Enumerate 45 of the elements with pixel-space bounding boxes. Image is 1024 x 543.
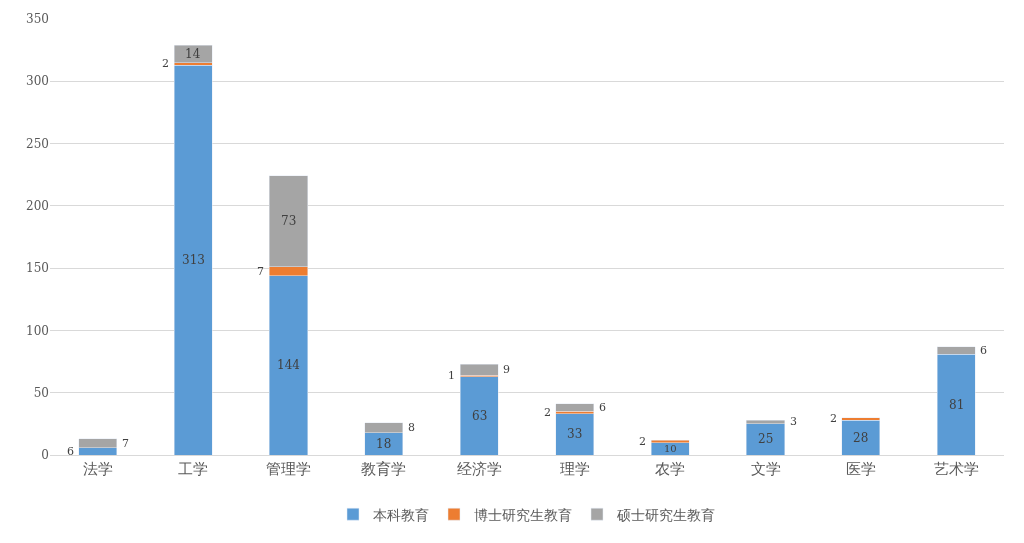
data-label: 1: [448, 369, 455, 382]
data-label: 9: [503, 363, 510, 376]
y-tick-label: 300: [26, 74, 49, 89]
data-label: 144: [277, 358, 301, 372]
data-label: 8: [408, 421, 415, 434]
x-tick-label: 管理学: [266, 460, 311, 478]
y-tick-label: 0: [41, 448, 49, 463]
y-tick-label: 250: [26, 136, 49, 151]
data-label: 6: [599, 401, 606, 414]
data-label: 2: [162, 57, 169, 70]
y-tick-label: 50: [33, 385, 49, 400]
x-tick-label: 工学: [178, 460, 209, 478]
x-tick-label: 文学: [750, 460, 781, 478]
data-label: 33: [567, 427, 583, 441]
y-tick-label: 350: [26, 12, 49, 27]
y-tick-label: 200: [26, 199, 49, 214]
data-label: 7: [257, 265, 264, 278]
data-label: 18: [376, 437, 392, 451]
data-label: 14: [185, 47, 201, 61]
data-label: 28: [853, 431, 869, 445]
x-tick-label: 理学: [559, 460, 590, 478]
y-tick-label: 100: [26, 323, 49, 338]
y-tick-label: 150: [26, 261, 49, 276]
data-label: 73: [281, 214, 297, 228]
x-tick-label: 艺术学: [933, 460, 979, 478]
data-label: 6: [67, 445, 74, 458]
data-label: 313: [182, 253, 205, 267]
data-label: 25: [758, 432, 774, 446]
data-label: 2: [544, 406, 551, 419]
x-tick-label: 农学: [655, 460, 686, 478]
legend-label: 本科教育: [373, 506, 429, 523]
legend-label: 博士研究生教育: [474, 506, 572, 523]
data-label: 7: [122, 437, 129, 450]
legend-label: 硕士研究生教育: [616, 506, 715, 523]
data-label: 2: [830, 412, 837, 425]
data-label: 3: [790, 415, 797, 428]
x-tick-label: 法学: [82, 460, 113, 478]
x-tick-label: 医学: [845, 460, 876, 478]
data-label: 2: [639, 435, 646, 448]
x-tick-label: 经济学: [456, 460, 502, 478]
data-label: 6: [980, 344, 987, 357]
data-label: 63: [472, 409, 488, 423]
x-tick-label: 教育学: [361, 460, 407, 478]
data-label: 81: [949, 398, 965, 412]
data-label: 10: [664, 443, 677, 454]
